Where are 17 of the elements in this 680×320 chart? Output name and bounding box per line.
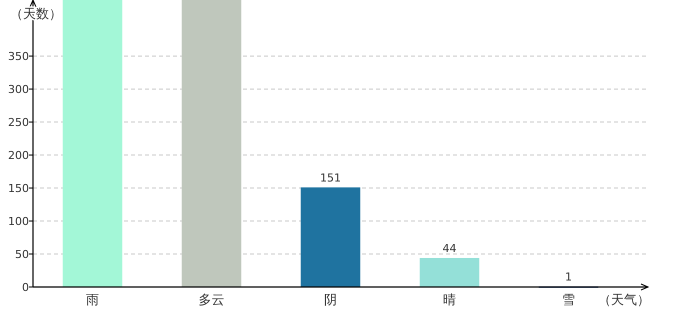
x-tick-label: 阴 xyxy=(324,293,337,308)
x-tick-label: 晴 xyxy=(443,293,456,308)
y-tick-label: 50 xyxy=(15,248,29,262)
y-tick-label: 150 xyxy=(8,182,29,196)
x-axis-title: （天气） xyxy=(598,293,650,308)
x-tick-label: 多云 xyxy=(198,293,224,308)
y-tick-label: 300 xyxy=(8,83,29,96)
data-label: 1 xyxy=(565,270,572,284)
x-tick-label: 雪 xyxy=(562,293,575,308)
y-tick-label: 100 xyxy=(8,215,29,228)
y-tick-label: 0 xyxy=(22,281,29,294)
y-tick-label: 350 xyxy=(8,50,29,64)
y-tick-label: 200 xyxy=(8,149,29,162)
data-label: 44 xyxy=(442,242,456,255)
data-label: 151 xyxy=(320,171,341,184)
y-tick-label: 250 xyxy=(8,116,29,130)
x-tick-label: 雨 xyxy=(86,293,99,308)
